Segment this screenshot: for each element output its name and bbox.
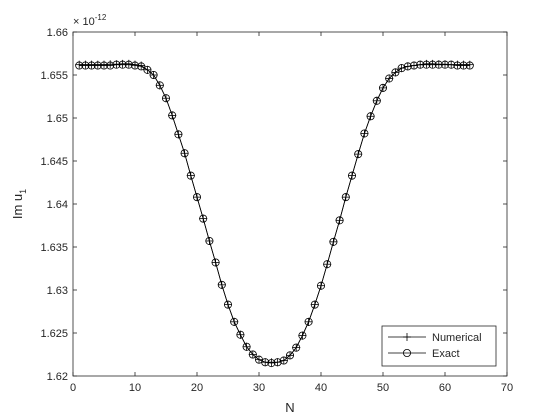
exact-point xyxy=(347,171,356,180)
exact-point xyxy=(267,359,276,368)
series-group xyxy=(75,59,474,368)
exact-point xyxy=(447,60,456,69)
exact-point xyxy=(292,343,301,352)
plot-background xyxy=(73,32,507,376)
exact-point xyxy=(112,60,121,69)
exact-point xyxy=(366,112,375,121)
exact-point xyxy=(385,74,394,83)
legend-label-exact: Exact xyxy=(432,348,460,360)
exact-point xyxy=(391,68,400,77)
exact-point xyxy=(416,60,425,69)
legend-label-numerical: Numerical xyxy=(432,332,482,344)
y-tick-label: 1.63 xyxy=(47,285,68,297)
x-tick-label: 30 xyxy=(253,382,265,394)
exact-point xyxy=(440,60,449,69)
exact-point xyxy=(223,300,232,309)
exact-point xyxy=(186,171,195,180)
exact-point xyxy=(378,83,387,92)
exact-point xyxy=(409,61,418,70)
exact-point xyxy=(118,60,127,69)
x-tick-label: 70 xyxy=(501,382,513,394)
x-tick-label: 50 xyxy=(377,382,389,394)
exact-point xyxy=(422,60,431,69)
exact-point xyxy=(341,193,350,202)
x-tick-label: 60 xyxy=(439,382,451,394)
exact-point xyxy=(354,150,363,159)
exact-point xyxy=(217,280,226,289)
series-exact xyxy=(75,60,474,368)
exact-point xyxy=(310,300,319,309)
exact-point xyxy=(100,61,109,70)
exact-point xyxy=(93,61,102,70)
exact-point xyxy=(434,60,443,69)
exact-point xyxy=(75,61,84,70)
exact-point xyxy=(130,61,139,70)
axis-ticks: 0 10 20 30 40 50 60 70 1.62 1.625 1.63 1.635 1.64 1.6… xyxy=(40,27,513,394)
exact-point xyxy=(279,356,288,365)
exact-point xyxy=(397,64,406,73)
y-tick-label: 1.62 xyxy=(47,371,68,383)
exact-point xyxy=(273,358,282,367)
y-tick-label: 1.635 xyxy=(40,242,68,254)
exact-point xyxy=(143,65,152,74)
legend-box xyxy=(381,325,497,367)
x-tick-label: 40 xyxy=(315,382,327,394)
exact-point xyxy=(161,94,170,103)
x-tick-label: 0 xyxy=(70,382,76,394)
exact-point xyxy=(192,193,201,202)
exact-point xyxy=(124,60,133,69)
exact-point xyxy=(335,216,344,225)
exact-point xyxy=(261,358,270,367)
legend-marker-exact xyxy=(402,348,411,357)
y-tick-label: 1.645 xyxy=(40,156,68,168)
exact-point xyxy=(149,71,158,80)
y-tick-label: 1.655 xyxy=(40,70,68,82)
exact-point xyxy=(298,331,307,340)
y-axis-title: Im u1 xyxy=(10,189,28,219)
exact-point xyxy=(199,214,208,223)
exact-point xyxy=(81,61,90,70)
exact-point xyxy=(180,149,189,158)
exact-point xyxy=(465,61,474,70)
legend-marker-numerical xyxy=(403,333,411,341)
plot-frame xyxy=(72,31,508,377)
x-tick-label: 20 xyxy=(191,382,203,394)
exact-point xyxy=(211,258,220,267)
exact-point xyxy=(453,61,462,70)
exact-point xyxy=(403,62,412,71)
exact-point xyxy=(236,330,245,339)
exact-point xyxy=(168,111,177,120)
exact-point xyxy=(329,237,338,246)
exact-point xyxy=(316,281,325,290)
y-tick-label: 1.64 xyxy=(47,199,68,211)
y-tick-label: 1.625 xyxy=(40,328,68,340)
x-axis-title: N xyxy=(285,400,294,415)
exponent-label: × 10-12 xyxy=(73,13,107,28)
y-tick-label: 1.66 xyxy=(47,27,68,39)
exact-point xyxy=(137,62,146,71)
exact-point xyxy=(372,96,381,105)
legend: Numerical Exact xyxy=(381,325,497,367)
exact-point xyxy=(205,236,214,245)
exact-point xyxy=(248,350,257,359)
exact-point xyxy=(106,61,115,70)
exact-point xyxy=(242,342,251,351)
exact-point xyxy=(174,130,183,139)
legend-items: Numerical Exact xyxy=(388,332,482,360)
exact-point xyxy=(323,260,332,269)
exact-point xyxy=(230,317,239,326)
exact-point xyxy=(87,61,96,70)
exact-point xyxy=(428,60,437,69)
x-tick-label: 10 xyxy=(129,382,141,394)
exact-point xyxy=(304,317,313,326)
y-tick-label: 1.65 xyxy=(47,113,68,125)
exact-point xyxy=(285,351,294,360)
exact-point xyxy=(360,129,369,138)
exact-point xyxy=(459,61,468,70)
exact-point xyxy=(155,81,164,90)
